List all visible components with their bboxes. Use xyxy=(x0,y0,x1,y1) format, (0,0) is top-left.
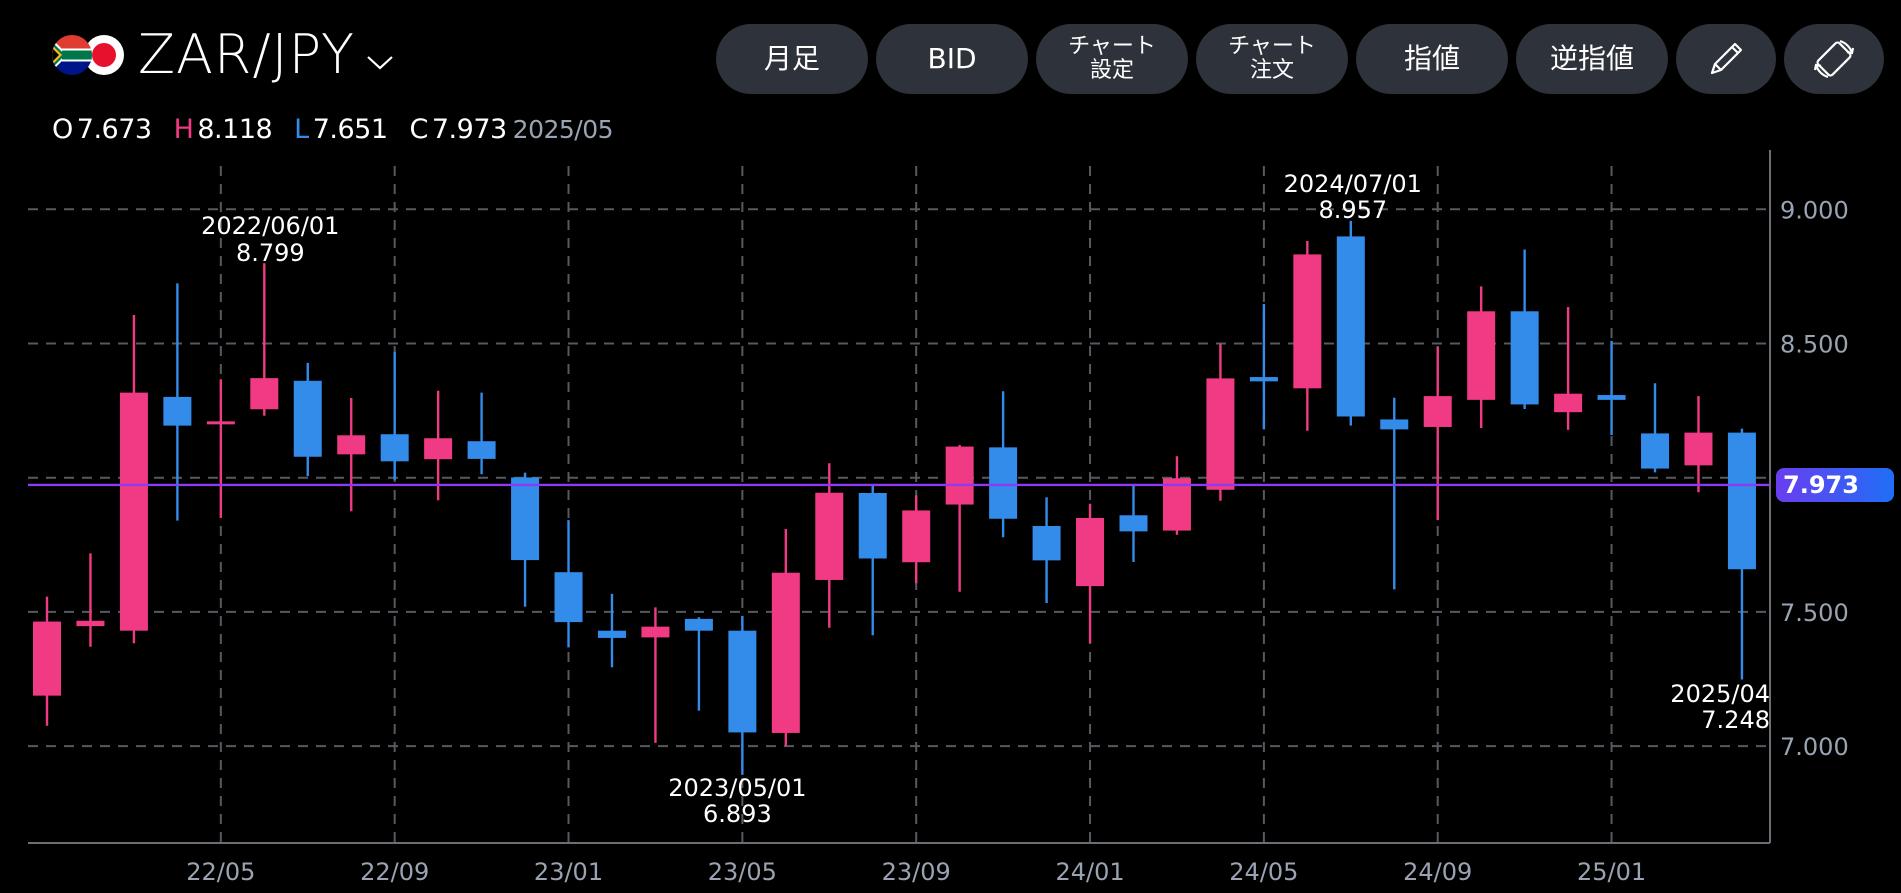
high-value: 8.118 xyxy=(197,114,273,145)
annotation-date: 2024/07/01 xyxy=(1284,170,1422,198)
annotation-value: 7.248 xyxy=(1701,706,1770,734)
price-type-button[interactable]: BID xyxy=(876,24,1028,94)
candle[interactable] xyxy=(467,392,496,475)
candle[interactable] xyxy=(76,553,105,647)
candle[interactable] xyxy=(511,472,540,607)
current-price-tag: 7.973 xyxy=(1776,468,1894,502)
candle[interactable] xyxy=(424,390,453,501)
low-label: L xyxy=(294,114,309,145)
open-value: 7.673 xyxy=(76,114,152,145)
chevron-down-icon xyxy=(367,56,393,70)
low-value: 7.651 xyxy=(312,114,388,145)
x-tick-label: 23/01 xyxy=(534,858,603,886)
pencil-icon xyxy=(1710,42,1743,75)
x-tick-label: 23/09 xyxy=(882,858,951,886)
south-africa-flag-icon xyxy=(52,35,92,75)
candle[interactable] xyxy=(771,528,800,746)
chart-order-button[interactable]: チャート 注文 xyxy=(1196,24,1348,94)
chart-settings-label-1: チャート xyxy=(1068,34,1156,59)
candle[interactable] xyxy=(337,397,366,512)
candle[interactable] xyxy=(1336,220,1365,426)
candle[interactable] xyxy=(33,596,61,726)
annotation-date: 2023/05/01 xyxy=(668,774,806,802)
candle[interactable] xyxy=(1684,396,1713,493)
chart-order-label-1: チャート xyxy=(1228,34,1316,59)
ohlc-readout: O 7.673 H 8.118 L 7.651 C 7.973 2025/05 xyxy=(52,114,614,145)
x-tick-label: 24/05 xyxy=(1229,858,1298,886)
candle[interactable] xyxy=(858,486,887,636)
annotation-value: 8.957 xyxy=(1318,196,1387,224)
candle[interactable] xyxy=(293,362,322,477)
ohlc-date: 2025/05 xyxy=(512,115,614,144)
candle[interactable] xyxy=(119,315,148,644)
candle[interactable] xyxy=(1554,306,1583,430)
candle[interactable] xyxy=(945,444,974,592)
candle[interactable] xyxy=(1510,249,1539,409)
candle[interactable] xyxy=(250,263,279,416)
y-tick-label: 8.500 xyxy=(1780,331,1849,359)
x-tick-label: 24/01 xyxy=(1055,858,1124,886)
candle[interactable] xyxy=(815,463,844,628)
open-label: O xyxy=(52,114,73,145)
japan-flag-icon xyxy=(84,35,124,75)
y-tick-label: 7.000 xyxy=(1780,733,1849,761)
annotation-date: 2025/04 xyxy=(1670,680,1770,708)
x-tick-label: 24/09 xyxy=(1403,858,1472,886)
period-button[interactable]: 月足 xyxy=(716,24,868,94)
y-tick-label: 9.000 xyxy=(1780,196,1849,224)
candle[interactable] xyxy=(206,379,235,518)
symbol-title: ZAR/JPY xyxy=(138,23,355,86)
chart-header: ZAR/JPY O 7.673 H 8.118 L 7.651 C 7.973 2025… xyxy=(0,0,1901,150)
annotation-date: 2022/06/01 xyxy=(201,212,339,240)
toolbar: 月足 BID チャート 設定 チャート 注文 指値 逆指値 xyxy=(716,24,1884,94)
candle[interactable] xyxy=(1597,340,1626,436)
limit-order-button[interactable]: 指値 xyxy=(1356,24,1508,94)
candle[interactable] xyxy=(989,391,1018,538)
candle[interactable] xyxy=(1076,503,1105,644)
candle[interactable] xyxy=(597,593,626,668)
high-label: H xyxy=(173,114,194,145)
candle[interactable] xyxy=(1641,383,1670,473)
candle[interactable] xyxy=(1293,240,1322,431)
candle[interactable] xyxy=(1727,428,1756,680)
candlestick-chart[interactable]: 22/05 22/09 23/01 23/05 23/09 24/01 24/05 24/09… xyxy=(0,150,1901,893)
candle[interactable] xyxy=(641,607,670,743)
x-tick-label: 22/09 xyxy=(360,858,429,886)
x-tick-label: 25/01 xyxy=(1577,858,1646,886)
candle[interactable] xyxy=(554,520,583,648)
currency-flags xyxy=(52,35,124,75)
rotate-screen-button[interactable] xyxy=(1784,24,1884,94)
x-tick-label: 23/05 xyxy=(708,858,777,886)
candle[interactable] xyxy=(1467,286,1496,429)
chart-settings-label-2: 設定 xyxy=(1089,58,1134,83)
chart-settings-button[interactable]: チャート 設定 xyxy=(1036,24,1188,94)
draw-button[interactable] xyxy=(1676,24,1776,94)
annotation-value: 8.799 xyxy=(236,239,305,267)
candle[interactable] xyxy=(1162,456,1191,535)
candle[interactable] xyxy=(684,617,713,711)
candle[interactable] xyxy=(1249,304,1278,430)
stop-order-button[interactable]: 逆指値 xyxy=(1516,24,1668,94)
close-label: C xyxy=(409,114,429,145)
x-tick-label: 22/05 xyxy=(186,858,255,886)
close-value: 7.973 xyxy=(431,114,507,145)
candle[interactable] xyxy=(1119,485,1148,562)
candle[interactable] xyxy=(728,615,757,775)
chart-order-label-2: 注文 xyxy=(1249,58,1294,83)
rotate-screen-icon xyxy=(1813,39,1855,79)
candle[interactable] xyxy=(1032,497,1061,604)
candle[interactable] xyxy=(380,351,409,481)
candle[interactable] xyxy=(1423,346,1452,521)
y-tick-label: 7.500 xyxy=(1780,599,1849,627)
annotation-value: 6.893 xyxy=(703,800,772,828)
candle[interactable] xyxy=(902,495,931,584)
candle[interactable] xyxy=(163,283,192,521)
candle[interactable] xyxy=(1206,343,1235,501)
symbol-selector[interactable]: ZAR/JPY xyxy=(52,28,395,82)
candle[interactable] xyxy=(1380,397,1409,590)
